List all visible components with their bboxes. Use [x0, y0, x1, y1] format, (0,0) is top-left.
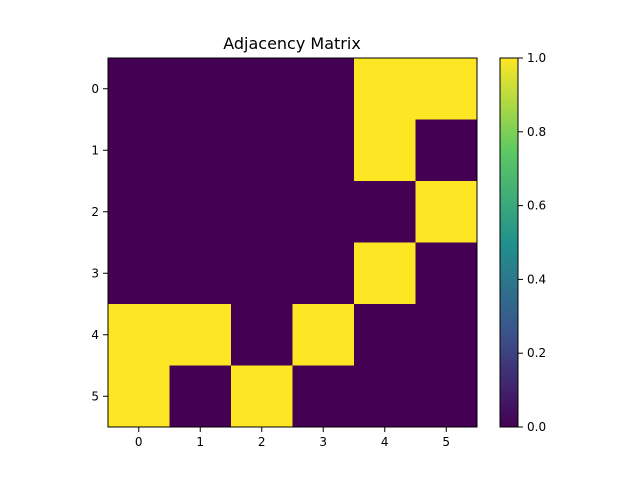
y-tick-label: 0 — [91, 82, 99, 96]
heatmap-cell-r0-c4 — [354, 58, 416, 120]
heatmap-cell-r2-c3 — [292, 181, 355, 243]
colorbar-tick-label: 1.0 — [527, 51, 546, 65]
heatmap-cell-r4-c2 — [231, 304, 293, 366]
heatmap-cell-r1-c3 — [292, 119, 355, 182]
heatmap-cell-r5-c2 — [231, 365, 293, 428]
heatmap-cell-r3-c2 — [231, 242, 293, 305]
colorbar: 0.0 0.2 0.4 0.6 0.8 1.0 — [499, 51, 546, 434]
heatmap-cell-r4-c1 — [169, 304, 232, 366]
heatmap-cell-r0-c3 — [292, 58, 355, 120]
chart-title: Adjacency Matrix — [223, 34, 361, 53]
y-tick-label: 5 — [91, 389, 99, 403]
heatmap-cell-r5-c0 — [108, 365, 170, 428]
heatmap-cell-r4-c3 — [292, 304, 355, 366]
y-tick-label: 4 — [91, 328, 99, 342]
x-tick-label: 0 — [135, 435, 143, 449]
heatmap-cell-r3-c3 — [292, 242, 355, 305]
colorbar-ticks: 0.0 0.2 0.4 0.6 0.8 1.0 — [518, 51, 546, 434]
x-tick-label: 5 — [442, 435, 450, 449]
heatmap-cell-r1-c2 — [231, 119, 293, 182]
x-tick-label: 3 — [319, 435, 327, 449]
heatmap-cell-r4-c5 — [415, 304, 478, 366]
heatmap-cell-r2-c2 — [231, 181, 293, 243]
x-tick-label: 4 — [381, 435, 389, 449]
x-axis: 0 1 2 3 4 5 — [135, 427, 450, 449]
heatmap-cell-r1-c5 — [415, 119, 478, 182]
colorbar-tick-label: 0.0 — [527, 420, 546, 434]
colorbar-tick-label: 0.6 — [527, 199, 546, 213]
heatmap-cell-r2-c4 — [354, 181, 416, 243]
heatmap-cell-r0-c0 — [108, 58, 170, 120]
heatmap-cell-r0-c1 — [169, 58, 232, 120]
colorbar-tick-label: 0.8 — [527, 125, 546, 139]
heatmap-cell-r5-c4 — [354, 365, 416, 428]
heatmap-cell-r3-c5 — [415, 242, 478, 305]
heatmap-cell-r0-c5 — [415, 58, 478, 120]
y-axis: 0 1 2 3 4 5 — [91, 82, 108, 403]
heatmap-cell-r5-c3 — [292, 365, 355, 428]
colorbar-tick-label: 0.2 — [527, 346, 546, 360]
heatmap-cell-r3-c0 — [108, 242, 170, 305]
colorbar-frame — [499, 57, 519, 428]
colorbar-tick-label: 0.4 — [527, 272, 546, 286]
y-tick-label: 1 — [91, 143, 99, 157]
heatmap-cell-r4-c0 — [108, 304, 170, 366]
heatmap-cell-r0-c2 — [231, 58, 293, 120]
heatmap-cell-r5-c5 — [415, 365, 478, 428]
heatmap-cells — [108, 58, 478, 428]
heatmap-cell-r1-c4 — [354, 119, 416, 182]
colorbar-gradient — [500, 58, 518, 427]
heatmap-cell-r5-c1 — [169, 365, 232, 428]
heatmap-cell-r1-c0 — [108, 119, 170, 182]
heatmap-cell-r1-c1 — [169, 119, 232, 182]
y-tick-label: 3 — [91, 266, 99, 280]
x-tick-label: 1 — [196, 435, 204, 449]
heatmap-cell-r2-c5 — [415, 181, 478, 243]
heatmap-cell-r3-c1 — [169, 242, 232, 305]
y-tick-label: 2 — [91, 205, 99, 219]
heatmap-cell-r2-c0 — [108, 181, 170, 243]
heatmap-frame — [107, 57, 478, 428]
heatmap-cell-r2-c1 — [169, 181, 232, 243]
x-tick-label: 2 — [258, 435, 266, 449]
heatmap-cell-r4-c4 — [354, 304, 416, 366]
heatmap-cell-r3-c4 — [354, 242, 416, 305]
